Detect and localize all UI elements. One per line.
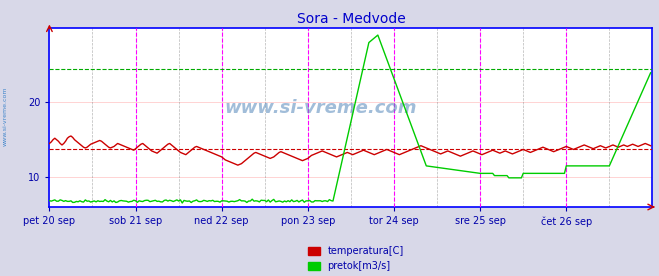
Legend: temperatura[C], pretok[m3/s]: temperatura[C], pretok[m3/s] [308,246,404,271]
Title: Sora - Medvode: Sora - Medvode [297,12,405,26]
Text: www.si-vreme.com: www.si-vreme.com [225,99,417,117]
Text: www.si-vreme.com: www.si-vreme.com [3,86,8,146]
